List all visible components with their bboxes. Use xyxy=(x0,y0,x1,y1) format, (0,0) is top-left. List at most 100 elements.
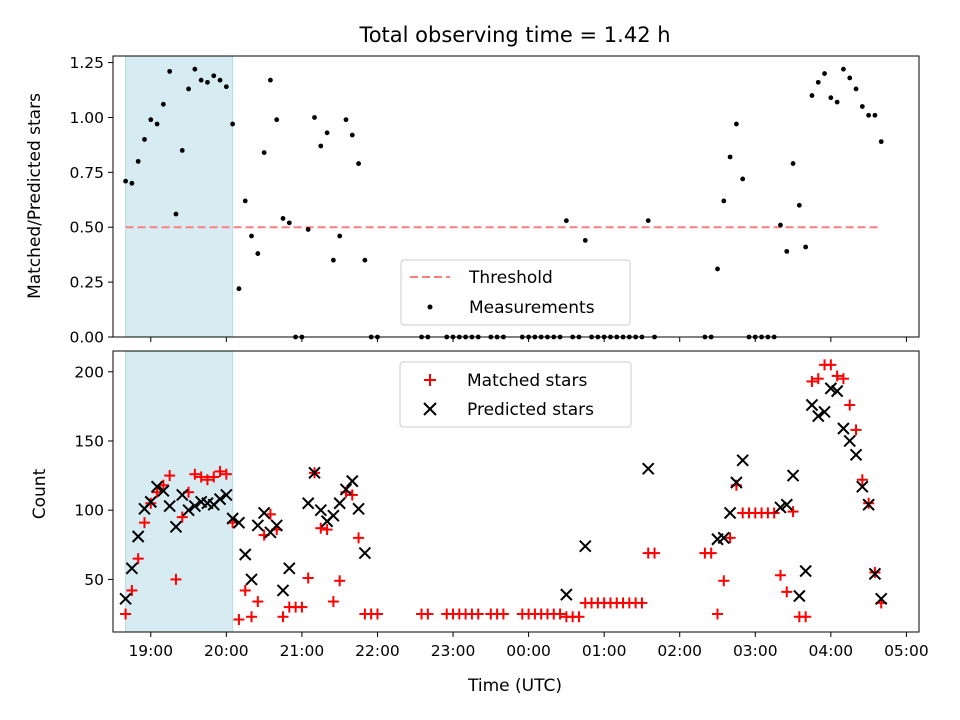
measurement-point xyxy=(186,86,191,92)
predicted-star-point xyxy=(856,480,869,493)
matched-star-point xyxy=(649,547,661,559)
predicted-star-point xyxy=(799,564,812,578)
measurement-point xyxy=(142,137,147,142)
matched-star-point xyxy=(138,517,150,529)
matched-star-point xyxy=(768,507,780,519)
measurement-point xyxy=(198,77,204,83)
measurement-point xyxy=(286,220,292,226)
ratio-y-axis: 0.00 0.25 0.50 0.75 1.00 1.25 xyxy=(69,54,113,347)
predicted-star-point xyxy=(736,454,749,467)
measurement-point xyxy=(778,222,783,228)
predicted-star-point xyxy=(226,512,239,525)
x-tick-label: 19:00 xyxy=(128,642,173,660)
predicted-star-point xyxy=(333,497,346,510)
measurement-point xyxy=(129,180,135,186)
predicted-star-point xyxy=(723,506,737,520)
count-plot-area xyxy=(119,359,888,626)
matched-star-point xyxy=(837,373,849,385)
predicted-star-point xyxy=(875,592,888,605)
matched-star-point xyxy=(850,424,862,436)
measurement-point xyxy=(356,161,361,166)
measurement-point xyxy=(160,101,166,107)
predicted-star-point xyxy=(150,480,164,493)
measurement-point xyxy=(809,93,815,98)
count-y-axis: 50 100 150 200 xyxy=(74,363,113,589)
predicted-star-point xyxy=(188,499,202,513)
measurement-point xyxy=(305,227,311,232)
y-tick-label: 0.25 xyxy=(69,274,104,292)
matched-star-point xyxy=(346,489,358,501)
count-legend-box xyxy=(399,361,632,428)
predicted-star-point xyxy=(131,530,145,543)
measurement-point xyxy=(563,218,569,224)
x-tick-label: 03:00 xyxy=(733,642,778,660)
measurement-point xyxy=(733,121,739,127)
predicted-star-point xyxy=(352,502,365,516)
predicted-star-point xyxy=(270,519,283,532)
matched-star-point xyxy=(277,611,289,623)
measurement-point xyxy=(211,73,217,79)
matched-star-point xyxy=(239,584,251,596)
matched-star-point xyxy=(856,474,868,486)
matched-star-point xyxy=(233,614,245,626)
measurement-point xyxy=(318,143,324,149)
predicted-star-point xyxy=(157,484,170,498)
matched-star-point xyxy=(554,608,566,620)
matched-star-point xyxy=(246,611,258,623)
predicted-star-point xyxy=(327,509,340,522)
legend-measurements-label: Measurements xyxy=(469,298,595,318)
predicted-star-point xyxy=(843,434,856,448)
measurement-point xyxy=(173,211,179,217)
legend-predicted-swatch xyxy=(423,402,437,416)
measurement-point xyxy=(274,117,280,123)
ratio-axes-frame xyxy=(112,55,920,338)
matched-star-point xyxy=(214,465,226,477)
measurement-point xyxy=(582,238,588,243)
ratio-panel: 0.00 0.25 0.50 0.75 1.00 1.25 Matched/Predict… xyxy=(25,54,920,347)
measurement-point xyxy=(796,202,802,208)
measurement-point xyxy=(727,154,733,160)
matched-star-point xyxy=(718,575,730,587)
measurement-point xyxy=(721,198,727,204)
matched-star-point xyxy=(321,524,333,536)
matched-star-point xyxy=(353,532,365,544)
x-tick-label: 04:00 xyxy=(809,642,854,660)
measurement-point xyxy=(230,121,236,127)
measurement-point xyxy=(740,176,746,182)
predicted-star-point xyxy=(276,584,290,597)
matched-star-point xyxy=(636,597,648,609)
matched-star-point xyxy=(296,601,308,613)
predicted-star-point xyxy=(717,531,731,545)
measurement-point xyxy=(815,79,821,85)
measurement-point xyxy=(349,132,355,138)
matched-star-point xyxy=(176,511,188,523)
matched-star-point xyxy=(334,575,346,587)
predicted-star-point xyxy=(182,503,195,517)
matched-star-point xyxy=(302,572,314,584)
measurement-point xyxy=(167,68,173,74)
measurement-point xyxy=(205,79,210,85)
measurement-point xyxy=(268,77,273,83)
predicted-star-point xyxy=(579,539,592,553)
y-tick-label: 100 xyxy=(74,502,104,520)
predicted-star-point xyxy=(301,497,315,510)
measurement-point xyxy=(337,233,343,239)
measurement-point xyxy=(249,233,254,239)
matched-star-point xyxy=(800,611,812,623)
predicted-star-point xyxy=(793,589,806,603)
matched-star-point xyxy=(787,506,799,518)
predicted-star-point xyxy=(862,498,875,511)
measurement-point xyxy=(715,266,720,272)
matched-star-point xyxy=(189,468,201,480)
predicted-star-point xyxy=(830,384,844,398)
legend-predicted-label: Predicted stars xyxy=(467,400,594,420)
measurement-point xyxy=(834,99,840,105)
matched-star-point xyxy=(327,596,339,608)
x-tick-label: 02:00 xyxy=(657,642,702,660)
measurement-point xyxy=(853,86,859,92)
measurement-point xyxy=(841,66,846,72)
matched-star-point xyxy=(132,553,144,565)
measurement-point xyxy=(242,198,248,204)
measurement-point xyxy=(872,112,878,118)
measurement-point xyxy=(330,257,336,263)
